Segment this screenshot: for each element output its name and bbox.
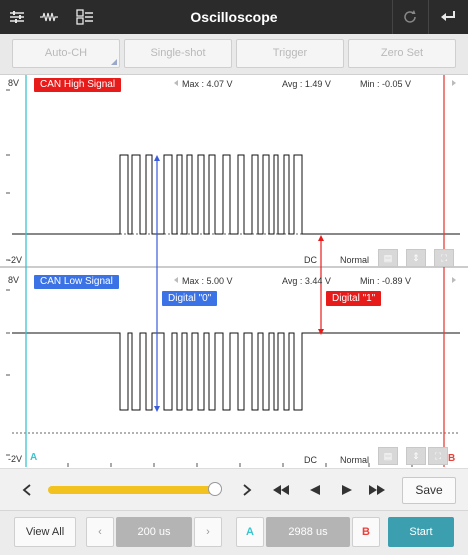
ch2-mode: Normal [340, 455, 370, 465]
ch2-scroll-right-icon[interactable] [452, 277, 456, 283]
can-high-waveform [12, 154, 460, 235]
digital0-arrow-up [154, 155, 160, 161]
sliders-icon[interactable] [2, 0, 32, 34]
ch2-settings-button[interactable]: ▤ [378, 447, 398, 465]
playback-bar: Save [0, 468, 468, 511]
ch2-name-badge[interactable]: CAN Low Signal [34, 275, 119, 289]
refresh-icon[interactable] [392, 0, 427, 34]
ch2-min: Min : -0.89 V [360, 276, 412, 286]
chevron-right-icon: › [206, 526, 210, 538]
cursor-delta-value: 2988 us [266, 517, 350, 547]
ch2-top-scale: 8V [8, 275, 20, 285]
ch1-expand-button[interactable]: ⛶ [434, 249, 454, 267]
ch1-vertical-scale-button[interactable]: ⇕ [406, 249, 426, 267]
step-forward-icon[interactable] [334, 469, 360, 511]
auto-ch-button[interactable]: Auto-CH [12, 39, 120, 68]
auto-ch-label: Auto-CH [44, 47, 88, 59]
toolbar: Auto-CH Single-shot Trigger Zero Set [0, 34, 468, 75]
playback-slider-thumb[interactable] [207, 482, 222, 496]
timebase-decrease-button[interactable]: ‹ [86, 517, 114, 547]
ch1-settings-button[interactable]: ▤ [378, 249, 398, 267]
fast-forward-icon[interactable] [364, 469, 390, 511]
ch2-scroll-left-icon[interactable] [174, 277, 178, 283]
zero-set-button[interactable]: Zero Set [348, 39, 456, 68]
playback-slider[interactable] [48, 486, 220, 494]
ch1-name-badge[interactable]: CAN High Signal [34, 78, 122, 92]
cursor-a-button[interactable]: A [236, 517, 264, 547]
dropdown-corner-icon [111, 59, 117, 65]
digital1-arrow-down [318, 329, 324, 335]
timebase-value: 200 us [116, 517, 192, 547]
ch2-coupling: DC [304, 455, 317, 465]
scroll-right-icon[interactable] [236, 469, 258, 511]
ch2-max: Max : 5.00 V [182, 276, 233, 286]
ch1-bottom-scale: -2V [8, 255, 23, 265]
ch1-avg: Avg : 1.49 V [282, 79, 331, 89]
back-icon[interactable] [428, 0, 467, 34]
waveform-icon[interactable] [34, 0, 64, 34]
ch1-scroll-right-icon[interactable] [452, 80, 456, 86]
ch1-max: Max : 4.07 V [182, 79, 233, 89]
cursor-a-marker[interactable]: A [30, 452, 38, 463]
single-shot-button[interactable]: Single-shot [124, 39, 232, 68]
cursor-b-marker[interactable]: B [448, 453, 456, 464]
ch1-mode: Normal [340, 255, 370, 265]
ch2-vertical-scale-button[interactable]: ⇕ [406, 447, 426, 465]
ch1-min: Min : -0.05 V [360, 79, 412, 89]
top-bar: Oscilloscope [0, 0, 468, 34]
ch2-avg: Avg : 3.44 V [282, 276, 331, 286]
digital0-arrow-down [154, 406, 160, 412]
view-all-button[interactable]: View All [14, 517, 76, 547]
cursor-b-button[interactable]: B [352, 517, 380, 547]
time-axis-ticks [67, 463, 413, 467]
save-button[interactable]: Save [402, 477, 456, 504]
digital1-arrow-up [318, 235, 324, 241]
chevron-left-icon: ‹ [98, 526, 102, 538]
ch1-scroll-left-icon[interactable] [174, 80, 178, 86]
can-low-waveform [12, 332, 460, 411]
scope-canvas [0, 75, 468, 467]
bottom-bar: View All ‹ 200 us › A 2988 us B Start [0, 510, 468, 555]
fast-rewind-icon[interactable] [268, 469, 294, 511]
timebase-increase-button[interactable]: › [194, 517, 222, 547]
ch1-coupling: DC [304, 255, 317, 265]
left-axis-ticks [6, 89, 10, 456]
start-button[interactable]: Start [388, 517, 454, 547]
scope-display[interactable]: 8V CAN High Signal Max : 4.07 V Avg : 1.… [0, 75, 468, 467]
digital0-label: Digital "0" [162, 291, 218, 306]
trigger-button[interactable]: Trigger [236, 39, 344, 68]
channel-list-icon[interactable] [70, 0, 100, 34]
ch2-bottom-scale: -2V [8, 454, 23, 464]
scroll-left-icon[interactable] [16, 469, 38, 511]
ch2-expand-button[interactable]: ⛶ [428, 447, 448, 465]
digital1-label: Digital "1" [326, 291, 382, 306]
ch1-top-scale: 8V [8, 78, 20, 88]
step-back-icon[interactable] [302, 469, 328, 511]
